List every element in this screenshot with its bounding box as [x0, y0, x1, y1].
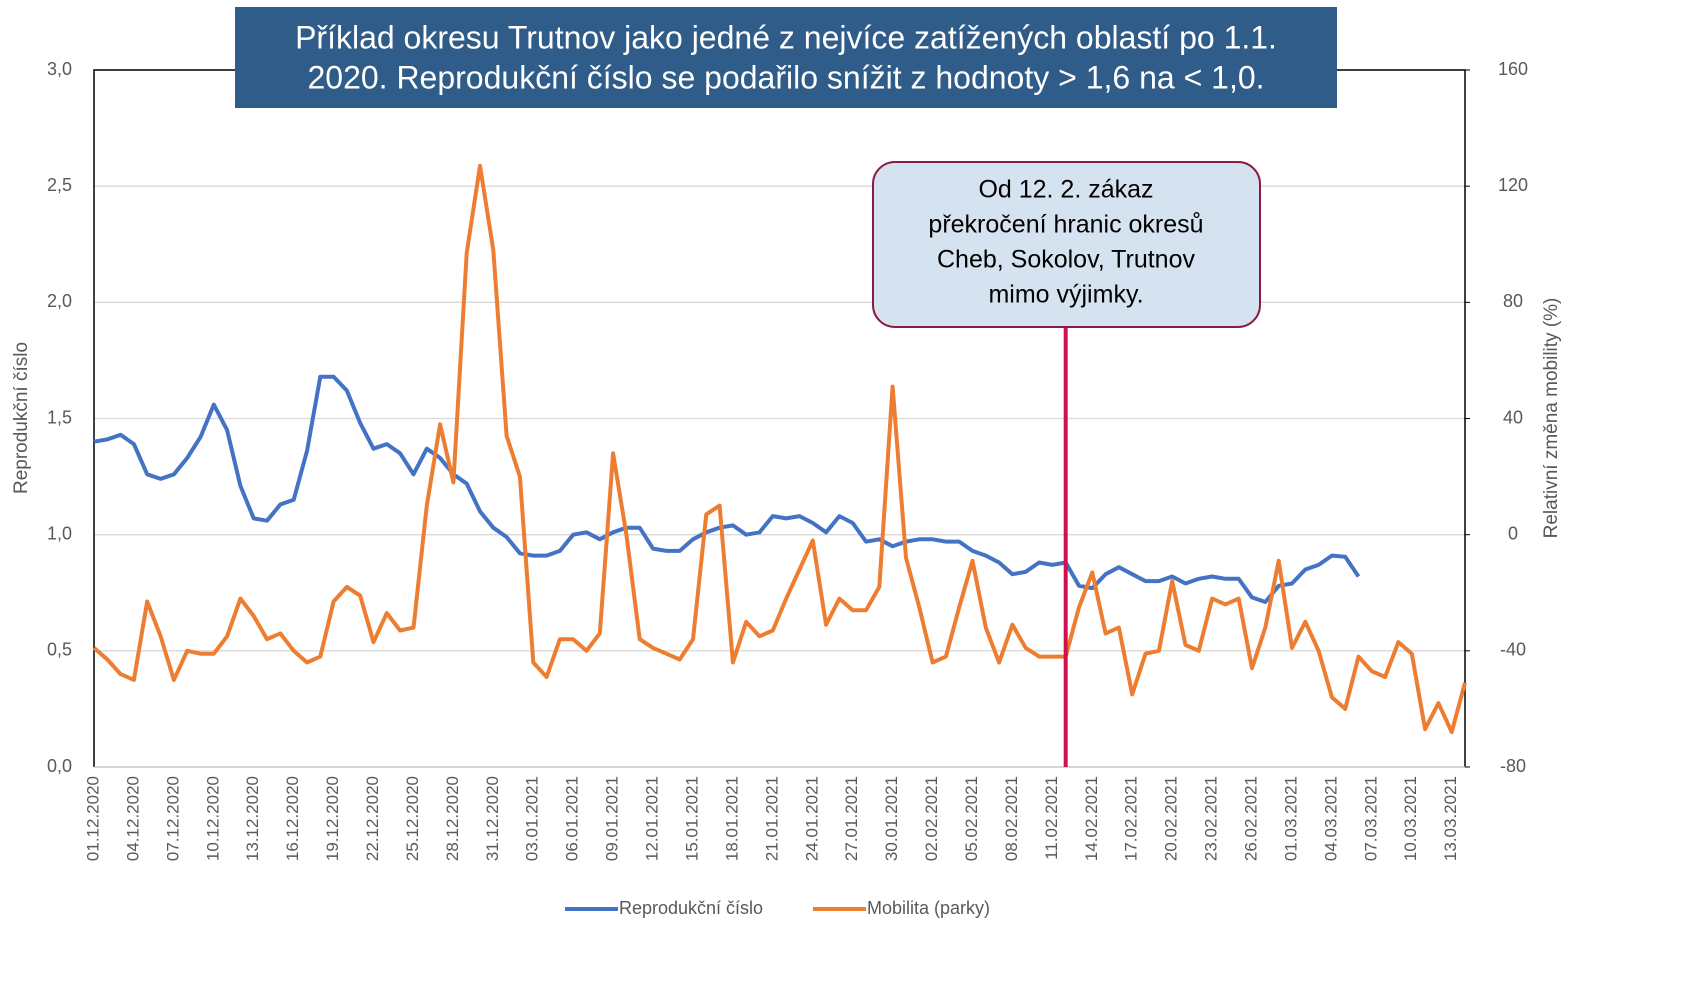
x-tick-label: 06.01.2021 — [563, 776, 582, 861]
y2-tick-label: 160 — [1498, 59, 1528, 79]
title-box — [235, 7, 1337, 108]
annotation-text: Cheb, Sokolov, Trutnov — [937, 246, 1196, 274]
x-tick-label: 19.12.2020 — [323, 776, 342, 861]
x-tick-label: 11.02.2021 — [1042, 776, 1061, 860]
x-tick-label: 05.02.2021 — [962, 776, 981, 861]
x-tick-label: 10.12.2020 — [203, 776, 222, 861]
legend-label: Mobilita (parky) — [867, 898, 990, 918]
annotation-text: překročení hranic okresů — [928, 211, 1203, 239]
x-tick-label: 13.03.2021 — [1441, 776, 1460, 861]
x-tick-label: 18.01.2021 — [722, 776, 741, 861]
y2-tick-label: 120 — [1498, 175, 1528, 195]
x-tick-label: 20.02.2021 — [1162, 776, 1181, 861]
y-tick-label: 1,0 — [47, 523, 72, 543]
x-tick-label: 25.12.2020 — [403, 776, 422, 861]
x-tick-label: 27.01.2021 — [842, 776, 861, 861]
y-tick-label: 2,0 — [47, 291, 72, 311]
x-tick-label: 23.02.2021 — [1202, 776, 1221, 861]
x-tick-label: 07.12.2020 — [163, 776, 182, 861]
series-line — [93, 374, 1361, 604]
y2-tick-label: -80 — [1500, 756, 1526, 776]
x-tick-label: 10.03.2021 — [1401, 776, 1420, 861]
y2-tick-label: 40 — [1503, 407, 1523, 427]
x-tick-label: 08.02.2021 — [1002, 776, 1021, 861]
x-tick-label: 22.12.2020 — [363, 776, 382, 861]
x-tick-label: 17.02.2021 — [1122, 776, 1141, 861]
x-tick-label: 28.12.2020 — [443, 776, 462, 861]
x-tick-label: 03.01.2021 — [523, 776, 542, 861]
y2-axis-title: Relativní změna mobility (%) — [1541, 298, 1562, 539]
x-tick-label: 07.03.2021 — [1361, 776, 1380, 861]
y-tick-label: 3,0 — [47, 59, 72, 79]
y-tick-label: 0,5 — [47, 640, 72, 660]
series-line — [92, 163, 1467, 735]
x-tick-label: 01.03.2021 — [1281, 776, 1300, 861]
x-tick-label: 16.12.2020 — [283, 776, 302, 861]
x-tick-label: 15.01.2021 — [682, 776, 701, 861]
x-tick-label: 21.01.2021 — [762, 776, 781, 861]
chart-title: Příklad okresu Trutnov jako jedné z nejv… — [295, 19, 1277, 55]
y-tick-label: 0,0 — [47, 756, 72, 776]
y2-tick-label: 0 — [1508, 523, 1518, 543]
x-tick-label: 09.01.2021 — [603, 776, 622, 861]
legend-label: Reprodukční číslo — [619, 898, 763, 918]
x-tick-label: 26.02.2021 — [1242, 776, 1261, 861]
x-tick-label: 31.12.2020 — [483, 776, 502, 861]
x-tick-label: 04.12.2020 — [123, 776, 142, 861]
y-axis-title: Reprodukční číslo — [11, 342, 32, 494]
y-tick-label: 1,5 — [47, 407, 72, 427]
x-tick-label: 14.02.2021 — [1082, 776, 1101, 861]
annotation-text: mimo výjimky. — [988, 281, 1143, 309]
y-tick-label: 2,5 — [47, 175, 72, 195]
chart-title: 2020. Reprodukční číslo se podařilo sníž… — [307, 59, 1264, 95]
x-tick-label: 13.12.2020 — [243, 776, 262, 861]
x-tick-label: 01.12.2020 — [83, 776, 102, 861]
x-tick-label: 24.01.2021 — [802, 776, 821, 861]
x-tick-label: 30.01.2021 — [882, 776, 901, 861]
y2-tick-label: 80 — [1503, 291, 1523, 311]
x-tick-label: 02.02.2021 — [922, 776, 941, 861]
x-tick-label: 04.03.2021 — [1321, 776, 1340, 861]
x-tick-label: 12.01.2021 — [643, 776, 662, 861]
annotation-box — [872, 161, 1261, 328]
annotation-text: Od 12. 2. zákaz — [978, 176, 1153, 204]
y2-tick-label: -40 — [1500, 640, 1526, 660]
